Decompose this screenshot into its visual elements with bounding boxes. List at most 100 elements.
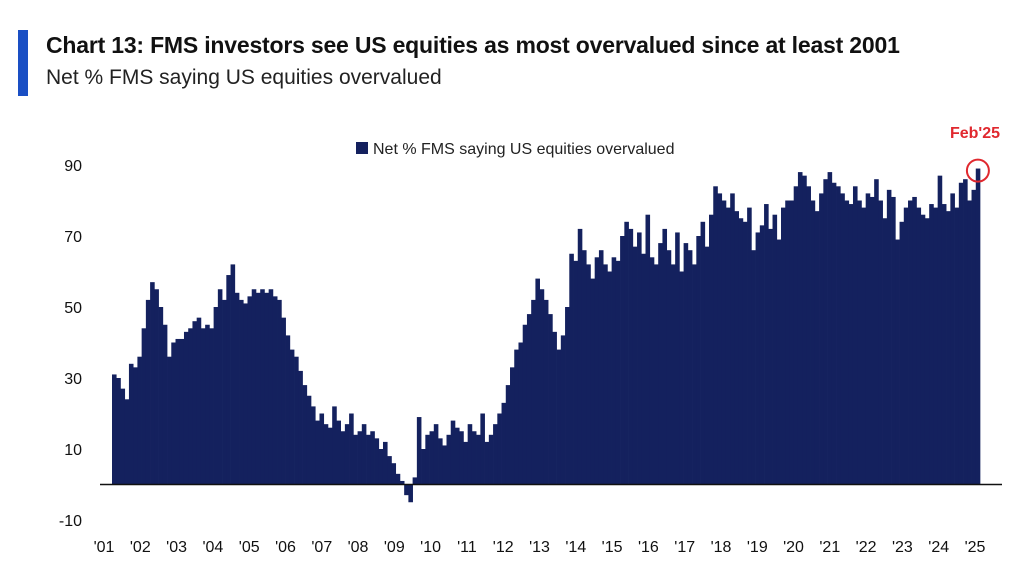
bar bbox=[675, 232, 680, 485]
x-tick-label: '15 bbox=[602, 539, 623, 556]
bar bbox=[704, 246, 710, 485]
bar bbox=[565, 307, 570, 485]
bar bbox=[971, 189, 977, 485]
bar bbox=[421, 449, 426, 485]
bar bbox=[450, 420, 456, 485]
bar bbox=[239, 299, 244, 485]
bar bbox=[874, 179, 879, 485]
bar bbox=[751, 250, 756, 485]
bar bbox=[209, 328, 214, 485]
bar bbox=[230, 264, 236, 485]
bar bbox=[721, 200, 727, 485]
bar bbox=[552, 331, 557, 485]
bar bbox=[954, 207, 960, 485]
bar bbox=[336, 420, 341, 485]
y-tick-label: -10 bbox=[59, 513, 82, 530]
bar bbox=[277, 299, 282, 485]
bar bbox=[912, 196, 917, 485]
bar bbox=[569, 253, 574, 485]
bar bbox=[459, 431, 464, 485]
bar bbox=[370, 431, 375, 485]
bar bbox=[700, 221, 706, 485]
bar bbox=[183, 331, 189, 485]
bar bbox=[975, 168, 981, 485]
bar bbox=[861, 207, 867, 485]
bar bbox=[128, 363, 134, 485]
bar bbox=[797, 172, 803, 485]
x-tick-label: '19 bbox=[747, 539, 768, 556]
bar bbox=[899, 221, 905, 485]
bar bbox=[937, 175, 943, 485]
bar bbox=[353, 434, 358, 485]
bar bbox=[298, 370, 303, 485]
bar bbox=[692, 264, 697, 485]
bar bbox=[577, 228, 583, 485]
bar bbox=[670, 264, 676, 485]
bar bbox=[535, 278, 540, 485]
bar bbox=[480, 413, 485, 485]
x-tick-label: '04 bbox=[202, 539, 223, 556]
bar bbox=[658, 243, 663, 485]
x-axis-ticks: '01 '02 '03 '04 '05 '06 '07 '08 '09 '10 '11 '12 '13 '… bbox=[94, 539, 986, 556]
bar bbox=[251, 289, 257, 485]
bar bbox=[891, 196, 896, 485]
x-tick-label: '17 bbox=[674, 539, 695, 556]
bar bbox=[188, 328, 193, 485]
bar bbox=[162, 324, 168, 485]
bar bbox=[848, 204, 854, 485]
y-tick-label: 50 bbox=[64, 300, 82, 317]
bar bbox=[243, 303, 248, 485]
bar bbox=[611, 257, 617, 485]
y-tick-label: 70 bbox=[64, 229, 82, 246]
x-tick-label: '05 bbox=[239, 539, 260, 556]
bar bbox=[683, 243, 689, 485]
bar bbox=[272, 296, 278, 485]
bar bbox=[319, 413, 325, 485]
bar bbox=[679, 271, 684, 485]
bar bbox=[150, 282, 155, 485]
bar bbox=[192, 321, 198, 485]
x-tick-label: '25 bbox=[965, 539, 986, 556]
bar bbox=[226, 275, 231, 485]
bar bbox=[217, 289, 223, 485]
bar bbox=[171, 342, 176, 485]
bar-series bbox=[112, 168, 981, 503]
bar bbox=[759, 225, 765, 485]
bar bbox=[810, 200, 816, 485]
y-tick-label: 90 bbox=[64, 158, 82, 175]
bar bbox=[175, 338, 181, 485]
bar bbox=[781, 207, 786, 485]
bar bbox=[213, 307, 219, 485]
bar bbox=[526, 314, 532, 485]
bar bbox=[133, 367, 138, 485]
x-tick-label: '21 bbox=[819, 539, 840, 556]
latest-value-annotation: Feb'25 bbox=[950, 125, 1000, 183]
x-tick-label: '14 bbox=[565, 539, 586, 556]
x-tick-label: '13 bbox=[529, 539, 550, 556]
bar bbox=[933, 207, 938, 485]
annotation-circle bbox=[965, 158, 990, 183]
bar bbox=[382, 441, 388, 485]
bar bbox=[963, 179, 968, 485]
bar bbox=[120, 388, 126, 485]
bar bbox=[404, 484, 409, 496]
bar bbox=[836, 186, 841, 485]
bar bbox=[302, 385, 308, 485]
bar bbox=[493, 424, 498, 485]
bar bbox=[154, 289, 159, 485]
bar bbox=[607, 271, 612, 485]
bar bbox=[141, 328, 147, 485]
bar bbox=[865, 193, 871, 485]
bar bbox=[340, 431, 346, 485]
bar bbox=[967, 200, 972, 485]
chart-subtitle: Net % FMS saying US equities overvalued bbox=[46, 66, 442, 89]
bar bbox=[696, 236, 701, 485]
bar bbox=[522, 324, 528, 485]
bar bbox=[349, 413, 354, 485]
bar bbox=[366, 434, 371, 485]
bar bbox=[167, 356, 172, 485]
bar bbox=[438, 438, 443, 485]
bar bbox=[446, 434, 452, 485]
x-tick-label: '20 bbox=[783, 539, 804, 556]
x-tick-label: '24 bbox=[928, 539, 949, 556]
